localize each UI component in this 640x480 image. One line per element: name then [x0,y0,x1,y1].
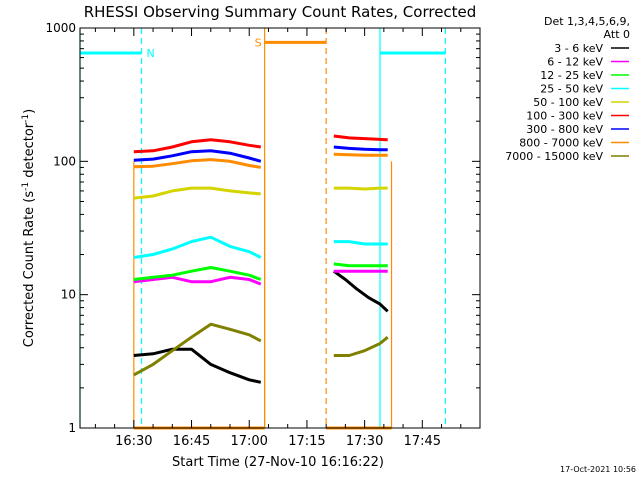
legend-label-0: 3 - 6 keV [554,42,603,55]
x-tick-label: 16:30 [115,434,152,449]
chart-title: RHESSI Observing Summary Count Rates, Co… [84,3,477,21]
series-5-segment-1 [333,134,388,142]
x-tick-label: 16:45 [173,434,210,449]
series-2-segment-0 [133,266,262,281]
y-tick-label: 10 [61,288,76,302]
x-axis: 16:30 16:45 17:00 17:15 17:30 17:45 [94,28,481,449]
x-axis-label: Start Time (27-Nov-10 16:16:22) [172,455,384,470]
legend-label-4: 50 - 100 keV [533,96,603,109]
plot-area: SN [79,28,446,430]
y-axis-label: Corrected Count Rate (s-1 detector-1) [21,109,37,347]
legend-label-7: 800 - 7000 keV [519,137,603,150]
legend-header-1: Det 1,3,4,5,6,9, [544,15,630,28]
y-axis-label-end: ) [22,109,37,114]
legend-label-2: 12 - 25 keV [540,69,603,82]
x-tick-label: 17:15 [288,434,325,449]
y-axis: 1 10 100 1000 [45,21,480,435]
series-0-segment-1 [332,269,389,313]
y-tick-label: 1000 [45,21,76,35]
series-3-segment-1 [333,240,388,246]
series-5-segment-0 [133,138,262,154]
series-3-segment-0 [133,235,262,259]
series-8-segment-1 [333,336,389,357]
series-7-segment-0 [133,158,262,169]
y-axis-label-sup1: -1 [21,182,31,191]
cyan-bar-label-0: N [147,47,155,60]
y-tick-label: 100 [53,154,76,168]
x-tick-label: 17:30 [346,434,383,449]
plot-frame [79,27,481,429]
x-tick-label: 17:00 [230,434,267,449]
series-4-segment-0 [133,186,261,200]
series-0-segment-0 [133,347,262,384]
timestamp: 17-Oct-2021 10:56 [560,465,636,474]
y-axis-label-mid: detector [22,122,37,182]
series-1-segment-0 [133,275,262,286]
series-6-segment-1 [333,145,388,152]
series-8-segment-0 [133,322,262,377]
series-4-segment-1 [333,186,388,191]
legend-label-5: 100 - 300 keV [526,110,603,123]
legend-header-2: Att 0 [604,28,630,41]
series-7-segment-1 [333,152,388,157]
legend-label-3: 25 - 50 keV [540,83,603,96]
legend-label-6: 300 - 800 keV [526,123,603,136]
x-tick-label: 17:45 [404,434,441,449]
y-tick-label: 1 [68,421,76,435]
series-6-segment-0 [133,149,262,163]
series-2-segment-1 [333,262,388,268]
y-axis-label-sup2: -1 [21,114,31,123]
legend-label-8: 7000 - 15000 keV [505,150,603,163]
orange-bar-label-1: S [255,36,262,49]
legend-label-1: 6 - 12 keV [547,56,603,69]
y-axis-label-main: Corrected Count Rate (s [22,191,37,348]
